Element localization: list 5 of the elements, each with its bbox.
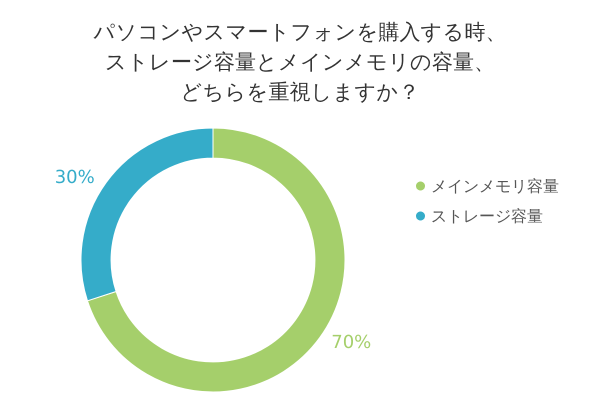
- chart-title: パソコンやスマートフォンを購入する時、ストレージ容量とメインメモリの容量、どちらを重視しますか？: [92, 20, 506, 104]
- legend-label: ストレージ容量: [431, 206, 543, 226]
- data-label: 70%: [331, 332, 372, 353]
- legend-label: メインメモリ容量: [431, 176, 559, 196]
- data-label: 30%: [54, 167, 95, 188]
